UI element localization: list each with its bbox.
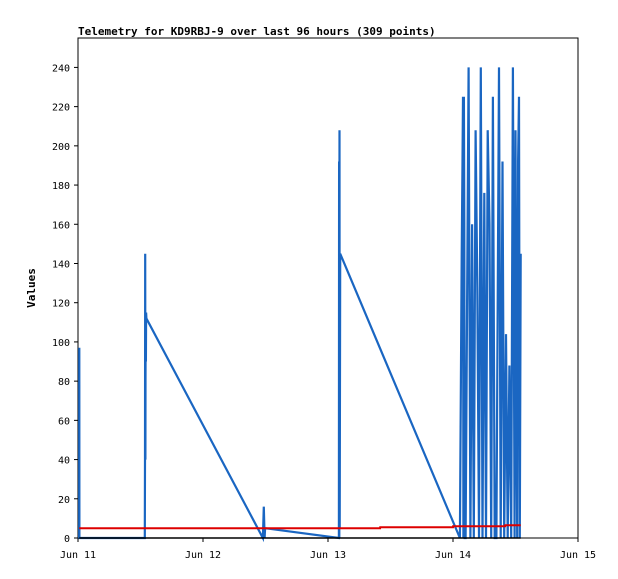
series-layer <box>78 67 522 543</box>
x-tick-label: Jun 11 <box>60 550 96 561</box>
x-tick-label: Jun 12 <box>185 550 221 561</box>
y-tick-label: 140 <box>52 259 70 270</box>
y-tick-label: 0 <box>64 534 70 545</box>
y-axis: 0 20 40 60 80 100 120 140 160 180 200 220 240 <box>52 63 78 545</box>
y-tick-label: 100 <box>52 338 70 349</box>
y-tick-label: 240 <box>52 63 70 74</box>
series-line-0 <box>78 67 522 543</box>
y-tick-label: 220 <box>52 103 70 114</box>
x-tick-label: Jun 14 <box>435 550 471 561</box>
chart-title: Telemetry for KD9RBJ-9 over last 96 hour… <box>78 25 436 38</box>
x-axis: Jun 11 Jun 12 Jun 13 Jun 14 Jun 15 <box>60 538 596 561</box>
y-tick-label: 160 <box>52 220 70 231</box>
y-tick-label: 80 <box>58 377 70 388</box>
x-tick-label: Jun 15 <box>560 550 596 561</box>
x-tick-label: Jun 13 <box>310 550 346 561</box>
y-tick-label: 20 <box>58 495 70 506</box>
y-tick-label: 180 <box>52 181 70 192</box>
y-axis-label: Values <box>25 268 38 308</box>
y-tick-label: 120 <box>52 299 70 310</box>
y-tick-label: 40 <box>58 456 70 467</box>
y-tick-label: 200 <box>52 142 70 153</box>
series-line-1 <box>79 524 521 530</box>
y-tick-label: 60 <box>58 416 70 427</box>
